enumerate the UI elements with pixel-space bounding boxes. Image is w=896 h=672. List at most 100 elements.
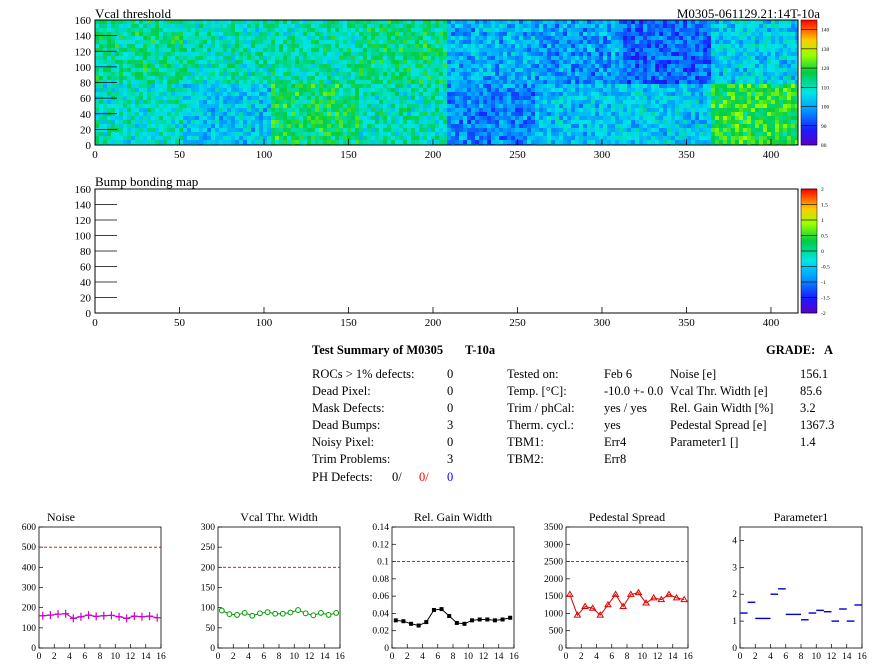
pixel-cell [319, 28, 323, 32]
pixel-cell [779, 60, 783, 64]
pixel-cell [379, 104, 383, 108]
pixel-cell [207, 96, 211, 100]
pixel-cell [779, 76, 783, 80]
pixel-cell [431, 48, 435, 52]
pixel-cell [679, 76, 683, 80]
pixel-cell [791, 28, 795, 32]
pixel-cell [235, 116, 239, 120]
pixel-cell [711, 120, 715, 124]
pixel-cell [179, 28, 183, 32]
pixel-cell [371, 108, 375, 112]
pixel-cell [439, 40, 443, 44]
pixel-cell [491, 124, 495, 128]
pixel-cell [267, 52, 271, 56]
pixel-cell [199, 24, 203, 28]
pixel-cell [647, 80, 651, 84]
pixel-cell [331, 128, 335, 132]
pixel-cell [347, 72, 351, 76]
pixel-cell [375, 120, 379, 124]
pixel-cell [735, 80, 739, 84]
pixel-cell [367, 24, 371, 28]
pixel-cell [359, 124, 363, 128]
pixel-cell [435, 36, 439, 40]
pixel-cell [791, 56, 795, 60]
pixel-cell [367, 48, 371, 52]
pixel-cell [451, 80, 455, 84]
pixel-cell [483, 60, 487, 64]
pixel-cell [139, 24, 143, 28]
pixel-cell [651, 104, 655, 108]
pixel-cell [555, 88, 559, 92]
pixel-cell [551, 72, 555, 76]
pixel-cell [419, 60, 423, 64]
pixel-cell [715, 112, 719, 116]
pixel-cell [287, 108, 291, 112]
pixel-cell [455, 56, 459, 60]
pixel-cell [135, 76, 139, 80]
pixel-cell [315, 96, 319, 100]
pixel-cell [435, 96, 439, 100]
pixel-cell [399, 116, 403, 120]
pixel-cell [395, 40, 399, 44]
pixel-cell [667, 52, 671, 56]
pixel-cell [475, 92, 479, 96]
pixel-cell [215, 68, 219, 72]
pixel-cell [279, 76, 283, 80]
pixel-cell [795, 120, 798, 124]
pixel-cell [263, 52, 267, 56]
pixel-cell [255, 124, 259, 128]
pixel-cell [123, 60, 127, 64]
pixel-cell [115, 92, 119, 96]
pixel-cell [627, 64, 631, 68]
pixel-cell [303, 100, 307, 104]
pixel-cell [403, 108, 407, 112]
pixel-cell [771, 28, 775, 32]
pixel-cell [191, 40, 195, 44]
pixel-cell [207, 108, 211, 112]
pixel-cell [115, 120, 119, 124]
pixel-cell [175, 56, 179, 60]
pixel-cell [655, 120, 659, 124]
pixel-cell [603, 20, 607, 24]
pixel-cell [471, 120, 475, 124]
pixel-cell [547, 52, 551, 56]
pixel-cell [587, 44, 591, 48]
pixel-cell [391, 88, 395, 92]
pixel-cell [327, 112, 331, 116]
pixel-cell [515, 108, 519, 112]
pixel-cell [535, 24, 539, 28]
pixel-cell [431, 96, 435, 100]
pixel-cell [439, 48, 443, 52]
pixel-cell [695, 48, 699, 52]
pixel-cell [363, 36, 367, 40]
pixel-cell [123, 20, 127, 24]
pixel-cell [479, 44, 483, 48]
pixel-cell [515, 112, 519, 116]
pixel-cell [135, 24, 139, 28]
pixel-cell [627, 56, 631, 60]
pixel-cell [463, 60, 467, 64]
pixel-cell [251, 132, 255, 136]
pixel-cell [623, 100, 627, 104]
pixel-cell [159, 112, 163, 116]
pixel-cell [491, 60, 495, 64]
pixel-cell [599, 44, 603, 48]
pixel-cell [331, 88, 335, 92]
pixel-cell [243, 116, 247, 120]
pixel-cell [227, 48, 231, 52]
pixel-cell [119, 56, 123, 60]
pixel-cell [523, 64, 527, 68]
pixel-cell [155, 48, 159, 52]
pixel-cell [131, 132, 135, 136]
pixel-cell [395, 36, 399, 40]
pixel-cell [323, 24, 327, 28]
pixel-cell [399, 108, 403, 112]
pixel-cell [779, 40, 783, 44]
pixel-cell [147, 100, 151, 104]
pixel-cell [167, 128, 171, 132]
pixel-cell [623, 76, 627, 80]
pixel-cell [191, 92, 195, 96]
pixel-cell [199, 128, 203, 132]
pixel-cell [763, 48, 767, 52]
pixel-cell [519, 128, 523, 132]
